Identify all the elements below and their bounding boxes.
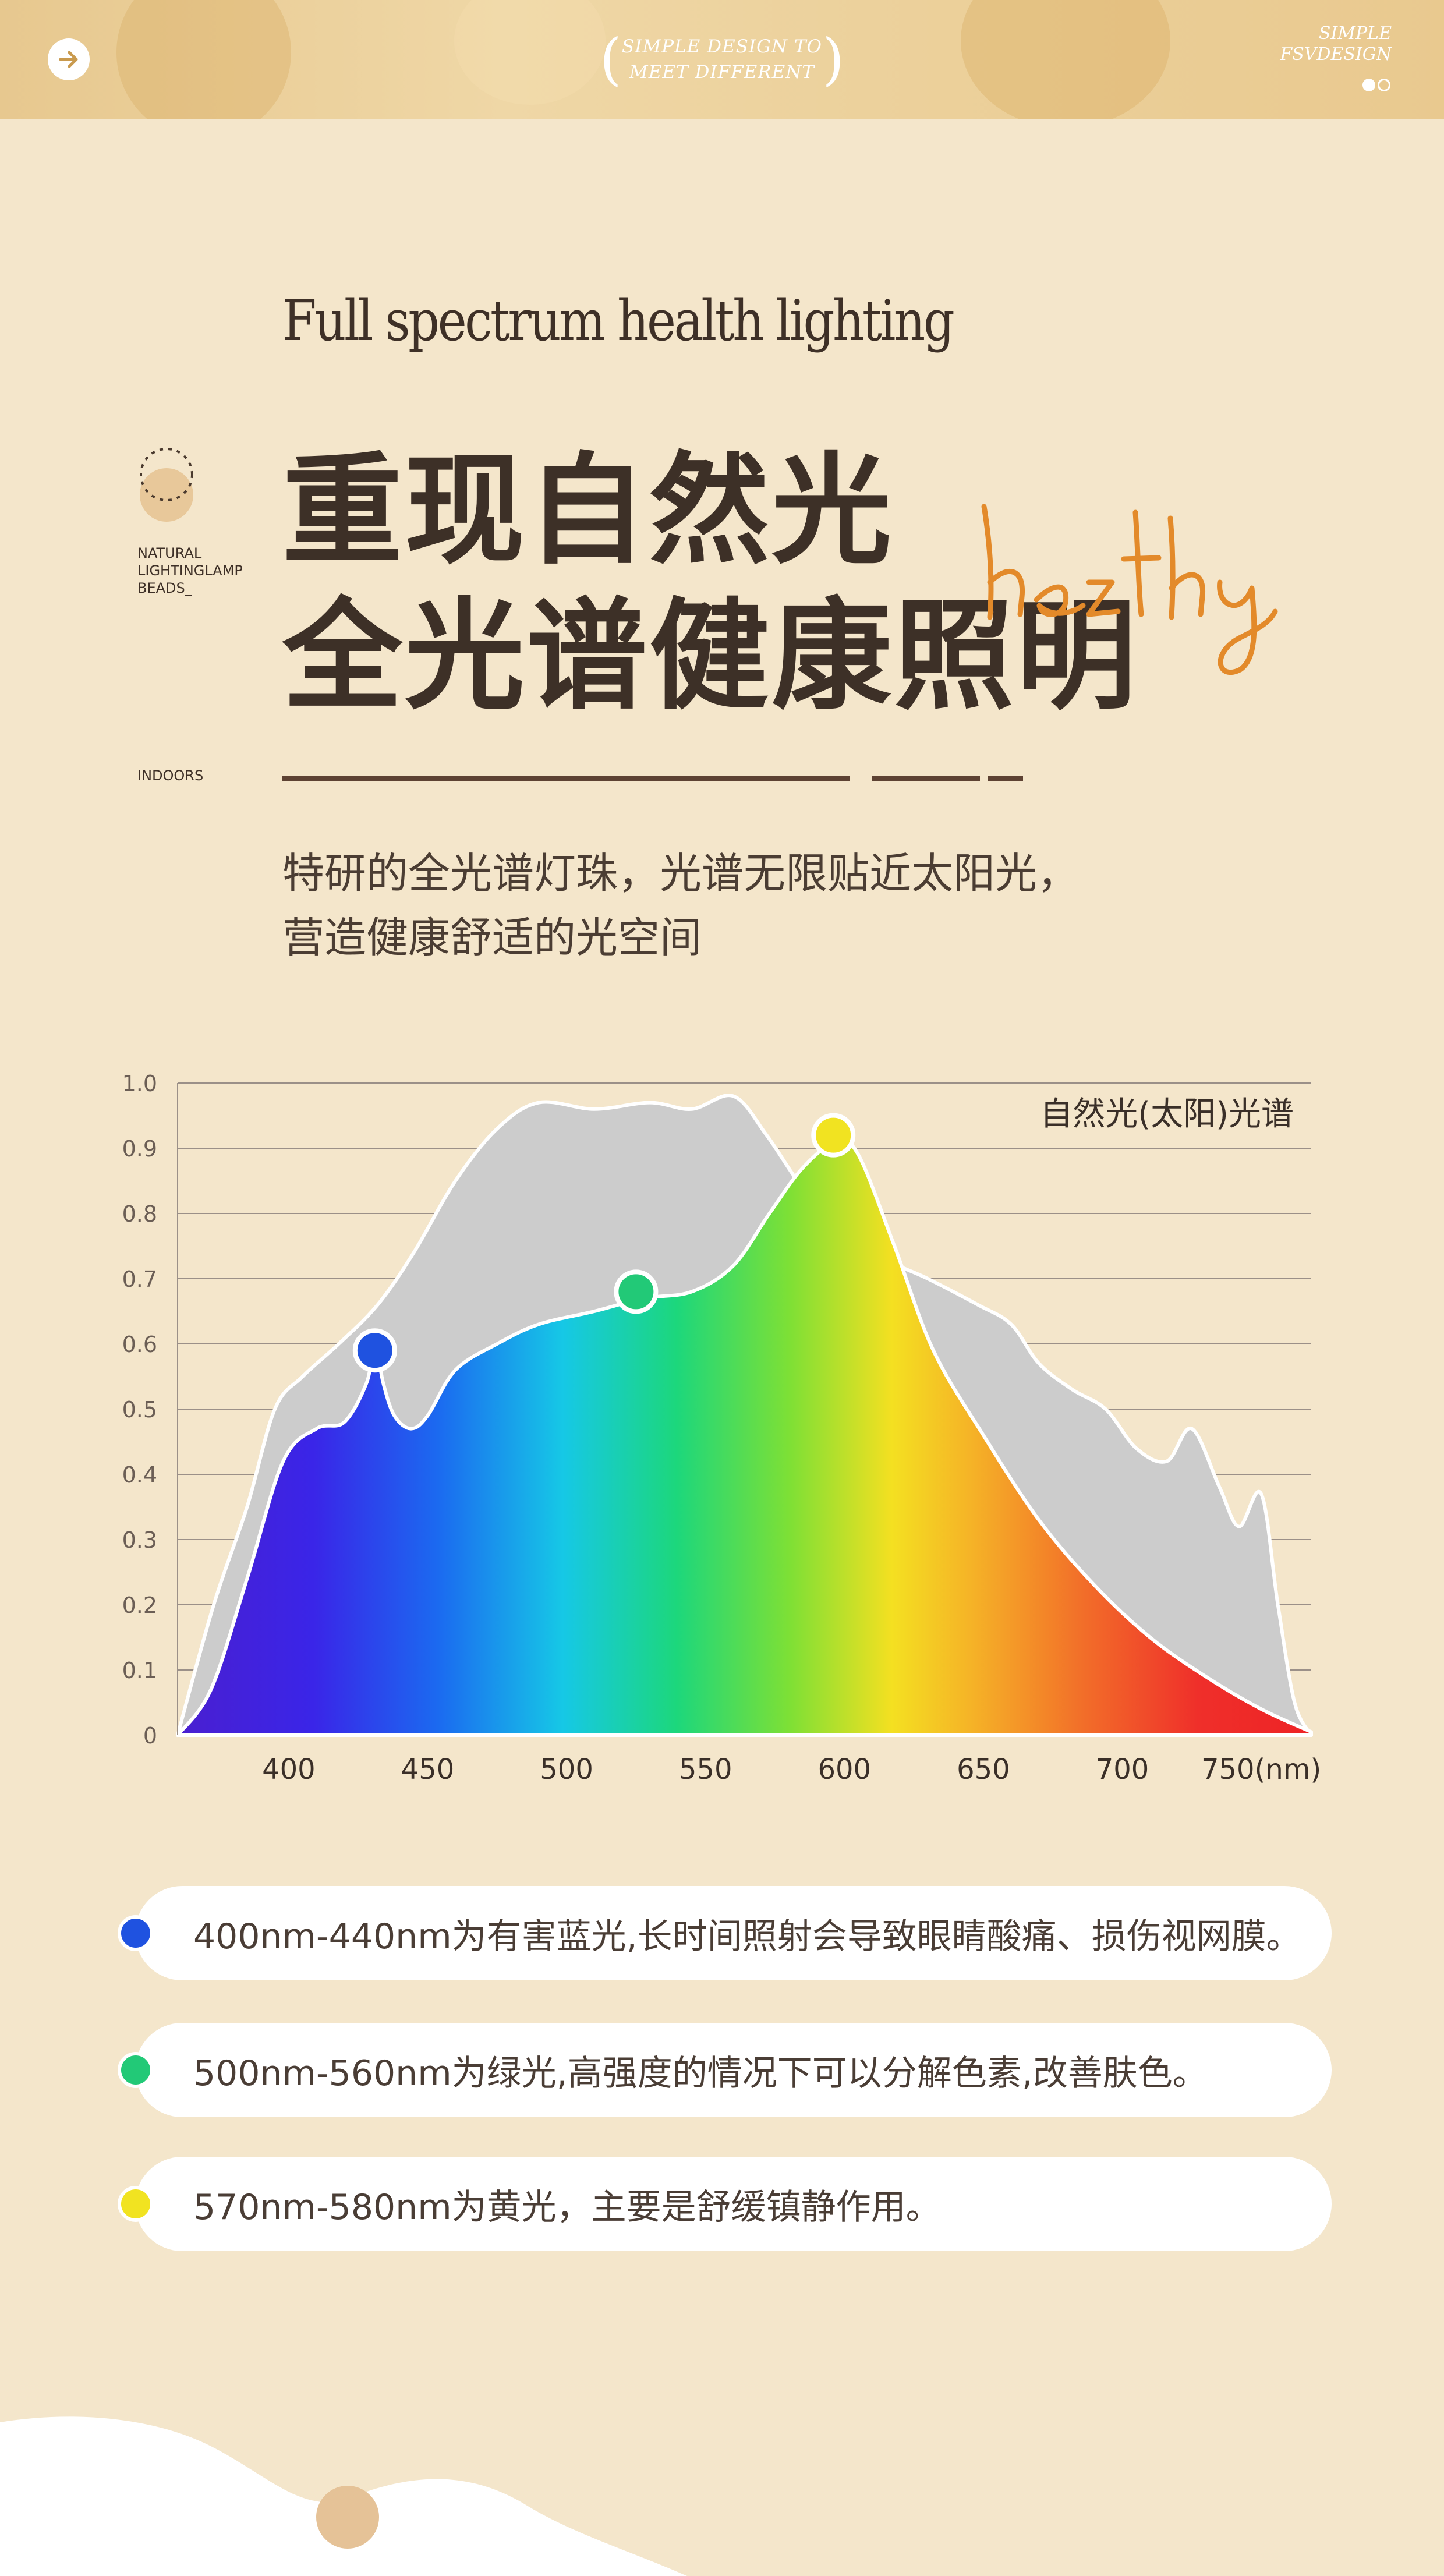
side-label-line2: LIGHTINGLAMP (137, 562, 243, 579)
description-line1: 特研的全光谱灯珠，光谱无限贴近太阳光， (282, 849, 1080, 898)
decor-circle (316, 2486, 379, 2549)
healthy-script-logo: healthy (981, 504, 1278, 675)
x-tick-label: 400 (262, 1753, 316, 1786)
english-title: Full spectrum health lighting (282, 288, 955, 353)
indoors-label: INDOORS (137, 767, 204, 784)
y-tick-label: 1.0 (122, 1071, 157, 1096)
banner-decor (961, 0, 1170, 119)
side-label-line1: NATURAL (137, 545, 202, 561)
back-button[interactable] (48, 38, 90, 80)
info-item-blue-light: 400nm-440nm为有害蓝光,长时间照射会导致眼睛酸痛、损伤视网膜。 (118, 1886, 1332, 1980)
side-label: NATURAL LIGHTINGLAMP BEADS_ (137, 544, 243, 597)
y-tick-label: 0.5 (122, 1397, 157, 1423)
peak-marker (614, 1269, 659, 1314)
info-item-green-light: 500nm-560nm为绿光,高强度的情况下可以分解色素,改善肤色。 (118, 2023, 1332, 2117)
main-title: 重现自然光 全光谱健康照明 (282, 438, 1138, 729)
y-tick-label: 0 (143, 1723, 157, 1749)
banner-slogan-text: SIMPLE DESIGN TO MEET DIFFERENT (622, 34, 822, 85)
y-tick-label: 0.4 (122, 1462, 157, 1488)
page-indicator (1362, 79, 1390, 91)
chart-areas (176, 1094, 1313, 1737)
banner-slogan: ( SIMPLE DESIGN TO MEET DIFFERENT ) (600, 30, 844, 89)
side-label-line3: BEADS_ (137, 580, 192, 596)
info-text: 400nm-440nm为有害蓝光,长时间照射会导致眼睛酸痛、损伤视网膜。 (193, 1916, 1301, 1957)
indicator-dot (1378, 79, 1390, 91)
brand-line1: SIMPLE (1318, 23, 1392, 44)
banner-decor (454, 0, 606, 105)
banner-slogan-line1: SIMPLE DESIGN TO (622, 36, 822, 57)
brand-line2: FSVDESIGN (1280, 44, 1392, 65)
peak-marker (811, 1113, 856, 1158)
peak-marker (352, 1328, 397, 1373)
x-tick-label: 650 (957, 1753, 1010, 1786)
banner-slogan-line2: MEET DIFFERENT (629, 62, 815, 83)
y-tick-label: 0.6 (122, 1332, 157, 1357)
x-tick-label: 500 (540, 1753, 593, 1786)
info-text: 500nm-560nm为绿光,高强度的情况下可以分解色素,改善肤色。 (193, 2053, 1208, 2094)
y-tick-label: 0.1 (122, 1658, 157, 1683)
y-tick-label: 0.9 (122, 1136, 157, 1162)
yellow-dot-icon (118, 2186, 154, 2222)
y-tick-label: 0.2 (122, 1593, 157, 1618)
x-tick-label: 700 (1096, 1753, 1149, 1786)
blue-dot-icon (118, 1915, 154, 1951)
chart-legend: 自然光(太阳)光谱 (1040, 1095, 1294, 1133)
spectrum-chart: 0 0.1 0.2 0.3 0.4 0.5 0.6 0.7 0.8 0.9 1.0 400 450 500… (122, 1071, 1322, 1786)
info-item-yellow-light: 570nm-580nm为黄光，主要是舒缓镇静作用。 (118, 2157, 1332, 2251)
y-tick-label: 0.7 (122, 1266, 157, 1292)
top-banner: ( SIMPLE DESIGN TO MEET DIFFERENT ) SIMP… (0, 0, 1444, 119)
right-paren: ) (822, 27, 844, 92)
info-text: 570nm-580nm为黄光，主要是舒缓镇静作用。 (193, 2186, 941, 2228)
green-dot-icon (118, 2052, 154, 2088)
description: 特研的全光谱灯珠，光谱无限贴近太阳光， 营造健康舒适的光空间 (282, 841, 1079, 969)
bottom-decoration (0, 2416, 687, 2576)
x-tick-label: 550 (679, 1753, 732, 1786)
x-tick-label: 450 (401, 1753, 455, 1786)
main-title-line1: 重现自然光 (282, 441, 894, 581)
chart-axes: 0 0.1 0.2 0.3 0.4 0.5 0.6 0.7 0.8 0.9 1.0 400 450 500… (122, 1071, 1322, 1786)
arrow-right-icon (59, 51, 78, 68)
divider-long (282, 776, 850, 781)
left-paren: ( (600, 27, 622, 92)
banner-decor (116, 0, 291, 119)
chart-markers (352, 1113, 856, 1373)
y-tick-label: 0.3 (122, 1527, 157, 1553)
main-title-line2: 全光谱健康照明 (282, 586, 1139, 726)
indicator-dot-active (1362, 79, 1375, 91)
divider-mid (872, 776, 980, 781)
lamp-bead-icon (140, 448, 193, 522)
description-line2: 营造健康舒适的光空间 (282, 913, 702, 962)
divider-short (988, 776, 1023, 781)
x-tick-label: 600 (817, 1753, 871, 1786)
led-spectrum-area (176, 1138, 1313, 1737)
x-tick-label: 750(nm) (1201, 1753, 1321, 1786)
y-tick-label: 0.8 (122, 1201, 157, 1227)
brand-mark: SIMPLE FSVDESIGN (1280, 23, 1392, 65)
